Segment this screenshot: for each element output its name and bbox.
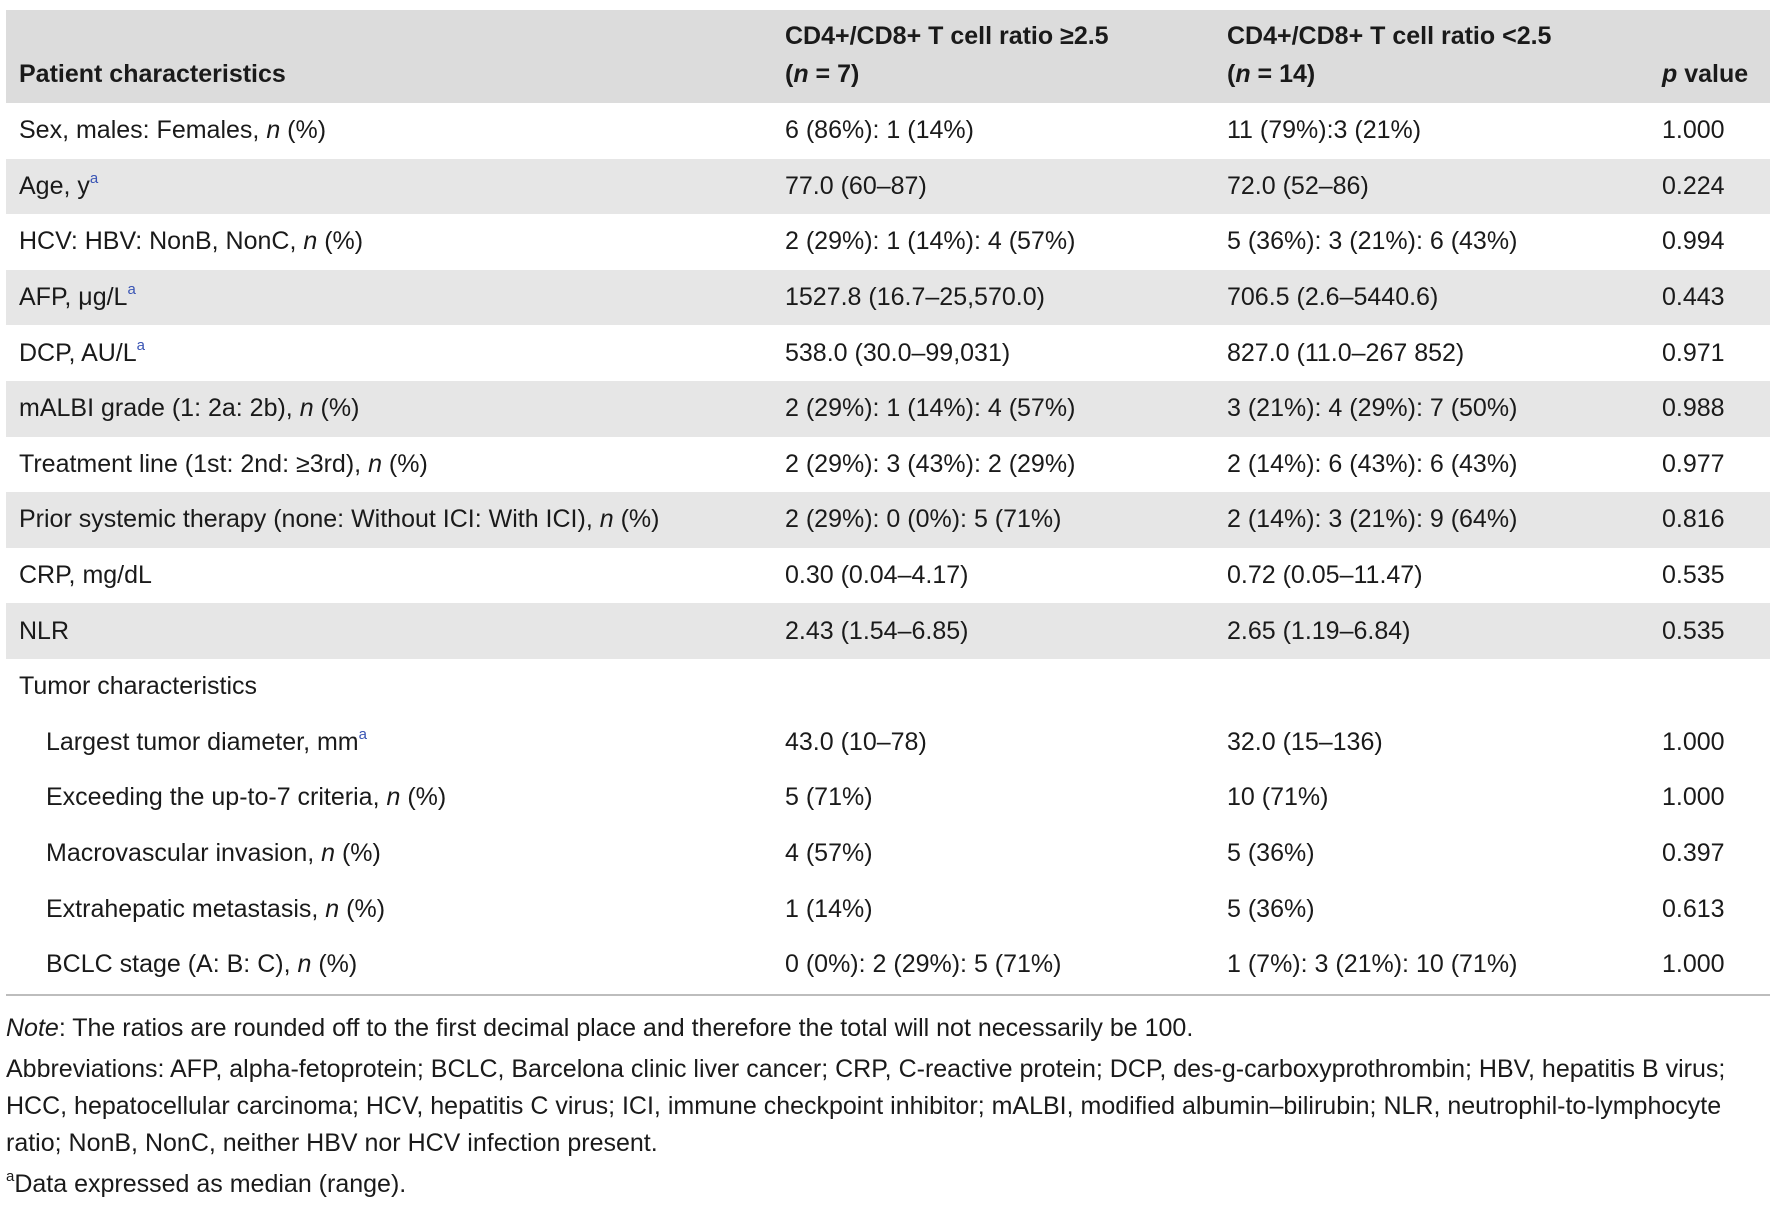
header-ratio-low: CD4+/CD8+ T cell ratio <2.5 (n = 14)	[1227, 22, 1552, 88]
value-ratio-high: 2 (29%): 1 (14%): 4 (57%)	[785, 394, 1076, 423]
table-row: BCLC stage (A: B: C), n (%) 0 (0%): 2 (29…	[6, 937, 1770, 993]
row-label: mALBI grade (1: 2a: 2b), n (%)	[19, 394, 360, 423]
p-value: 1.000	[1662, 727, 1725, 756]
table-row: DCP, AU/La 538.0 (30.0–99,031) 827.0 (11.0…	[6, 325, 1770, 381]
table-row: Age, ya 77.0 (60–87) 72.0 (52–86) 0.224	[6, 158, 1770, 215]
row-label: NLR	[19, 616, 70, 645]
value-ratio-high: 4 (57%)	[785, 839, 873, 868]
table-row: NLR 2.43 (1.54–6.85) 2.65 (1.19–6.84) 0.535	[6, 603, 1770, 659]
value-ratio-low: 32.0 (15–136)	[1227, 727, 1383, 756]
value-ratio-low: 5 (36%)	[1227, 839, 1315, 868]
row-label: DCP, AU/La	[19, 336, 145, 367]
footnote-marker: a	[136, 336, 145, 354]
value-ratio-low: 11 (79%):3 (21%)	[1227, 116, 1422, 145]
value-ratio-high: 2 (29%): 1 (14%): 4 (57%)	[785, 227, 1076, 256]
table-row: Sex, males: Females, n (%) 6 (86%): 1 (14…	[6, 103, 1770, 159]
table-bottom-rule	[6, 994, 1770, 996]
table-row: CRP, mg/dL 0.30 (0.04–4.17) 0.72 (0.05–11.…	[6, 548, 1770, 604]
value-ratio-low: 1 (7%): 3 (21%): 10 (71%)	[1227, 950, 1518, 979]
abbreviations: Abbreviations: AFP, alpha-fetoprotein; B…	[6, 1055, 1726, 1157]
p-value: 0.977	[1662, 449, 1725, 478]
value-ratio-high: 0 (0%): 2 (29%): 5 (71%)	[785, 950, 1062, 979]
value-ratio-high: 2.43 (1.54–6.85)	[785, 616, 969, 645]
p-value: 0.224	[1662, 171, 1725, 200]
row-label: HCV: HBV: NonB, NonC, n (%)	[19, 227, 364, 256]
p-value: 1.000	[1662, 783, 1725, 812]
table-row: Prior systemic therapy (none: Without IC…	[6, 492, 1770, 548]
row-label: Largest tumor diameter, mma	[46, 725, 367, 756]
value-ratio-high: 5 (71%)	[785, 783, 873, 812]
footnote-marker: a	[127, 281, 136, 299]
p-value: 1.000	[1662, 116, 1725, 145]
note-line: Note: The ratios are rounded off to the …	[6, 1014, 1194, 1042]
p-value: 0.988	[1662, 394, 1725, 423]
table-row: Treatment line (1st: 2nd: ≥3rd), n (%) 2 …	[6, 437, 1770, 493]
p-value: 1.000	[1662, 950, 1725, 979]
header-patient-characteristics: Patient characteristics	[19, 60, 286, 88]
row-label: Prior systemic therapy (none: Without IC…	[19, 505, 660, 534]
value-ratio-low: 2.65 (1.19–6.84)	[1227, 616, 1411, 645]
header-row: Patient characteristics CD4+/CD8+ T cell…	[6, 10, 1770, 103]
section-label: Tumor characteristics	[19, 672, 258, 701]
value-ratio-low: 5 (36%)	[1227, 894, 1315, 923]
table-row: Macrovascular invasion, n (%) 4 (57%) 5 (3…	[6, 826, 1770, 882]
p-value: 0.816	[1662, 505, 1725, 534]
header-p-value: p value	[1662, 60, 1749, 88]
p-value: 0.535	[1662, 616, 1725, 645]
table-row: HCV: HBV: NonB, NonC, n (%) 2 (29%): 1 (1…	[6, 214, 1770, 270]
value-ratio-low: 3 (21%): 4 (29%): 7 (50%)	[1227, 394, 1518, 423]
value-ratio-low: 2 (14%): 3 (21%): 9 (64%)	[1227, 505, 1518, 534]
footnote-marker: a	[89, 169, 99, 187]
value-ratio-high: 1527.8 (16.7–25,570.0)	[785, 283, 1045, 312]
row-label: Sex, males: Females, n (%)	[19, 116, 327, 145]
value-ratio-low: 10 (71%)	[1227, 783, 1329, 812]
patient-characteristics-table: Patient characteristics CD4+/CD8+ T cell…	[6, 10, 1770, 993]
table-row: Exceeding the up-to-7 criteria, n (%) 5 (…	[6, 770, 1770, 826]
value-ratio-high: 538.0 (30.0–99,031)	[785, 338, 1011, 367]
value-ratio-low: 5 (36%): 3 (21%): 6 (43%)	[1227, 227, 1518, 256]
value-ratio-high: 0.30 (0.04–4.17)	[785, 561, 969, 590]
value-ratio-high: 6 (86%): 1 (14%)	[785, 116, 974, 145]
value-ratio-high: 2 (29%): 0 (0%): 5 (71%)	[785, 505, 1062, 534]
header-ratio-high: CD4+/CD8+ T cell ratio ≥2.5 (n = 7)	[785, 22, 1109, 88]
table-row: Largest tumor diameter, mma 43.0 (10–78) 3…	[6, 715, 1770, 771]
row-label: Macrovascular invasion, n (%)	[46, 839, 381, 868]
table-row: AFP, μg/La 1527.8 (16.7–25,570.0) 706.5 (2…	[6, 269, 1770, 326]
section-row: Tumor characteristics	[6, 659, 1770, 715]
value-ratio-high: 77.0 (60–87)	[785, 171, 927, 200]
row-label: Extrahepatic metastasis, n (%)	[46, 894, 386, 923]
row-label: Exceeding the up-to-7 criteria, n (%)	[46, 783, 447, 812]
row-label: BCLC stage (A: B: C), n (%)	[46, 950, 358, 979]
value-ratio-low: 706.5 (2.6–5440.6)	[1227, 283, 1439, 312]
footnote: aData expressed as median (range).	[6, 1168, 407, 1198]
value-ratio-low: 0.72 (0.05–11.47)	[1227, 561, 1423, 590]
p-value: 0.443	[1662, 283, 1725, 312]
row-label: AFP, μg/La	[19, 281, 136, 312]
value-ratio-high: 43.0 (10–78)	[785, 727, 927, 756]
footnote-marker: a	[358, 725, 367, 743]
value-ratio-low: 827.0 (11.0–267 852)	[1227, 338, 1465, 367]
value-ratio-low: 2 (14%): 6 (43%): 6 (43%)	[1227, 449, 1518, 478]
value-ratio-low: 72.0 (52–86)	[1227, 171, 1369, 200]
row-label: CRP, mg/dL	[19, 561, 152, 590]
p-value: 0.994	[1662, 227, 1725, 256]
p-value: 0.397	[1662, 839, 1725, 868]
p-value: 0.971	[1662, 338, 1725, 367]
p-value: 0.535	[1662, 561, 1725, 590]
table-row: mALBI grade (1: 2a: 2b), n (%) 2 (29%): 1…	[6, 380, 1770, 437]
value-ratio-high: 1 (14%)	[785, 894, 873, 923]
table-notes: Note: The ratios are rounded off to the …	[6, 1010, 1766, 1207]
p-value: 0.613	[1662, 894, 1725, 923]
row-label: Age, ya	[19, 169, 99, 200]
value-ratio-high: 2 (29%): 3 (43%): 2 (29%)	[785, 449, 1076, 478]
row-label: Treatment line (1st: 2nd: ≥3rd), n (%)	[19, 449, 428, 478]
table-row: Extrahepatic metastasis, n (%) 1 (14%) 5 (…	[6, 881, 1770, 937]
